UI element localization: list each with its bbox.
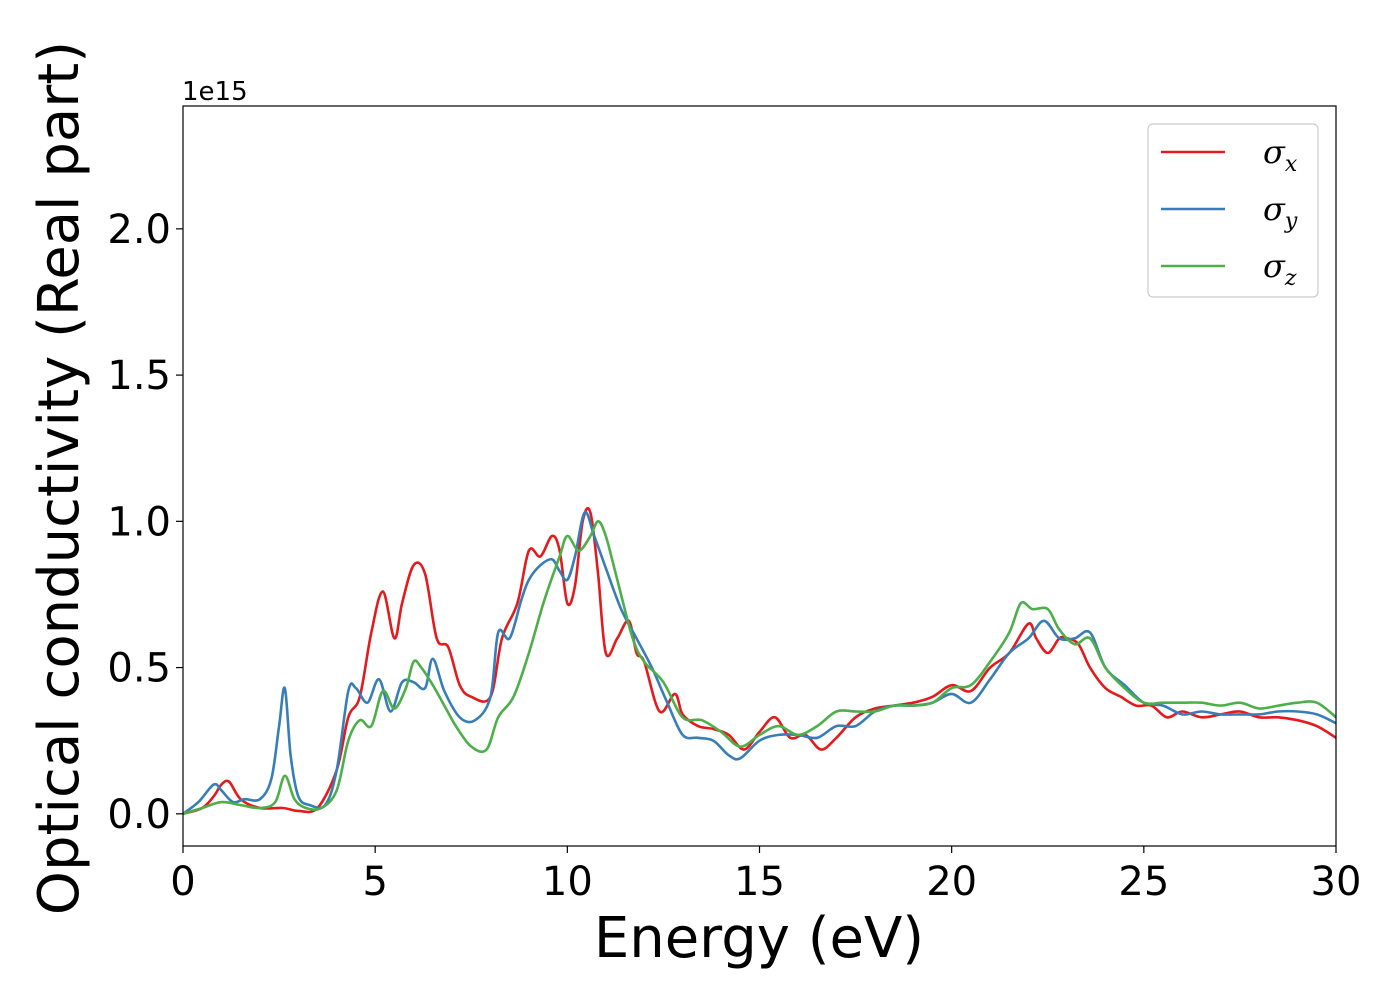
series-line-x bbox=[183, 506, 1336, 816]
x-tick-label: 15 bbox=[734, 859, 785, 905]
series-line-z bbox=[183, 520, 1336, 816]
x-tick-label: 0 bbox=[170, 859, 195, 905]
y-tick-label: 1.0 bbox=[107, 499, 171, 545]
x-tick-label: 30 bbox=[1311, 859, 1362, 905]
x-tick-label: 20 bbox=[926, 859, 977, 905]
series-layer bbox=[183, 506, 1336, 816]
y-tick-label: 0.5 bbox=[107, 646, 171, 692]
y-tick-label: 0.0 bbox=[107, 792, 171, 838]
y-axis: 0.0 0.5 1.0 1.5 2.0 bbox=[107, 207, 183, 838]
x-tick-label: 10 bbox=[542, 859, 593, 905]
x-tick-label: 25 bbox=[1118, 859, 1169, 905]
y-axis-title: Optical conductivity (Real part) bbox=[27, 41, 92, 915]
x-axis: 0 5 10 15 20 25 30 bbox=[170, 846, 1361, 905]
x-axis-title: Energy (eV) bbox=[594, 906, 924, 971]
y-tick-label: 1.5 bbox=[107, 353, 171, 399]
legend-box bbox=[1147, 123, 1319, 298]
y-offset-label: 1e15 bbox=[182, 77, 248, 107]
y-tick-label: 2.0 bbox=[107, 207, 171, 253]
x-tick-label: 5 bbox=[362, 859, 387, 905]
series-line-y bbox=[183, 510, 1336, 815]
